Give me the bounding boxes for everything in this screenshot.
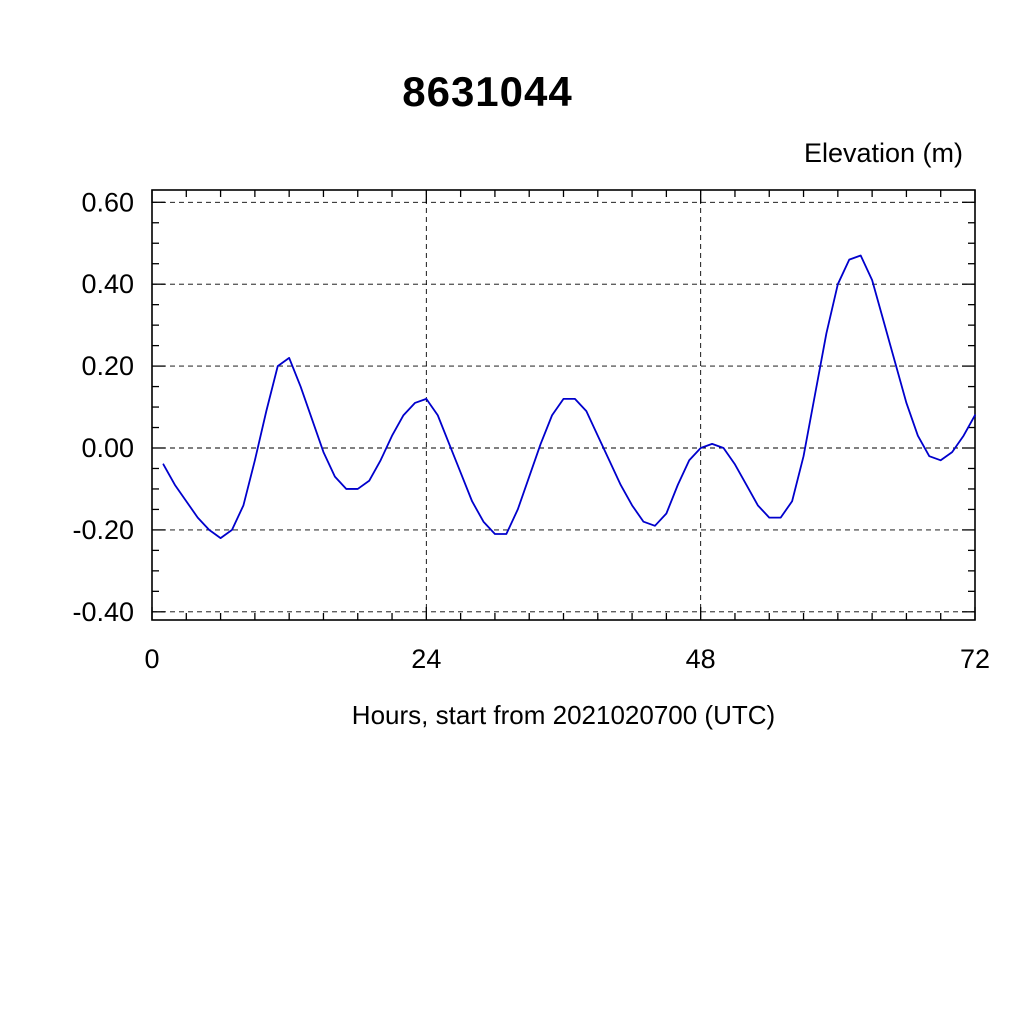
- y-axis-title: Elevation (m): [803, 138, 963, 168]
- y-tick-label: -0.40: [72, 597, 134, 627]
- data-line: [162, 254, 976, 539]
- x-tick-label: 72: [960, 644, 990, 674]
- x-tick-label: 0: [144, 644, 159, 674]
- x-tick-label: 24: [411, 644, 441, 674]
- chart-title: 8631044: [402, 68, 573, 115]
- y-tick-label: 0.60: [81, 187, 134, 217]
- y-tick-label: 0.00: [81, 433, 134, 463]
- y-tick-label: 0.40: [81, 269, 134, 299]
- x-axis-title: Hours, start from 2021020700 (UTC): [351, 700, 776, 730]
- y-tick-label: 0.20: [81, 351, 134, 381]
- plot-frame: [151, 189, 976, 621]
- x-tick-label: 48: [686, 644, 716, 674]
- y-tick-label: -0.20: [72, 515, 134, 545]
